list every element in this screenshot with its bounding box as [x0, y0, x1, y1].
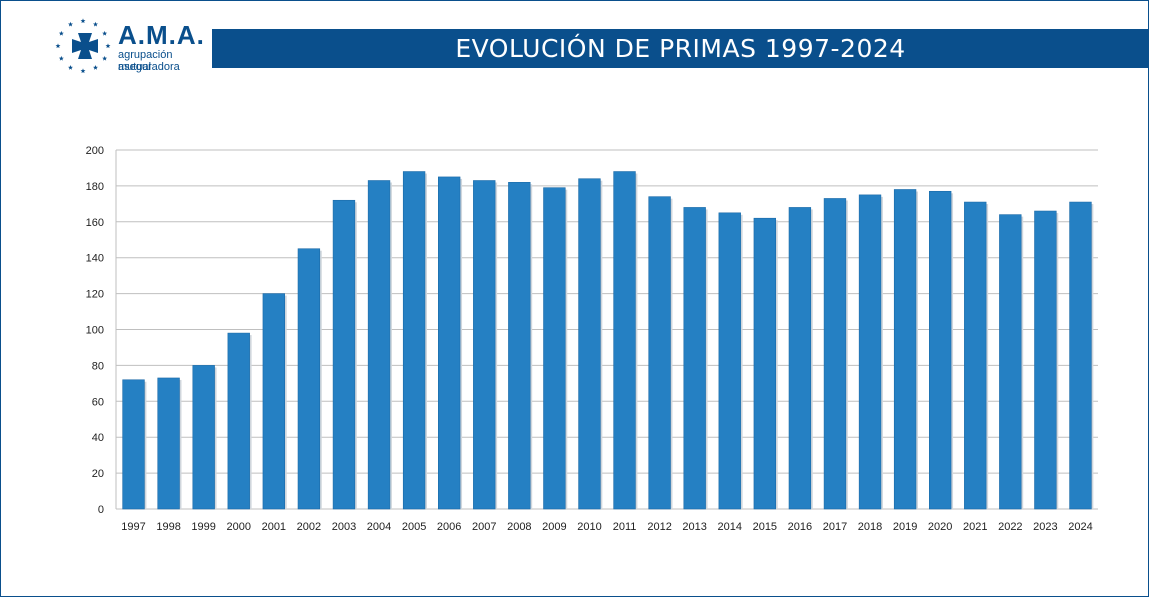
star-icon: [58, 55, 64, 61]
bar-2012: [648, 196, 671, 510]
bar-1998: [157, 377, 180, 510]
bar-2018: [858, 194, 882, 510]
x-tick-label: 1997: [121, 521, 145, 533]
bar-2023: [1034, 210, 1057, 510]
bar-2004: [367, 180, 391, 510]
bar-2024: [1069, 201, 1092, 510]
x-tick-label: 2011: [613, 521, 637, 533]
x-tick-label: 2019: [893, 521, 917, 533]
star-icon: [93, 21, 98, 27]
x-tick-label: 2020: [928, 521, 952, 533]
bar-2009: [543, 187, 566, 510]
logo-name: A.M.A.: [118, 20, 205, 50]
x-tick-label: 2004: [367, 521, 391, 533]
x-tick-label: 2002: [297, 521, 321, 533]
y-tick-label: 80: [92, 360, 104, 372]
y-tick-label: 180: [86, 181, 104, 193]
x-tick-label: 2013: [682, 521, 706, 533]
bar-2002: [297, 248, 321, 510]
bar-2022: [999, 214, 1022, 510]
star-icon: [105, 43, 111, 49]
x-tick-label: 1999: [191, 521, 215, 533]
logo-subtitle-1: agrupación mutual: [118, 49, 173, 73]
star-icon: [102, 55, 108, 61]
bar-2021: [964, 201, 987, 510]
star-icon: [93, 65, 98, 70]
x-tick-label: 2023: [1033, 521, 1057, 533]
logo-subtitle-2: aseguradora: [118, 61, 180, 73]
x-tick-label: 2015: [753, 521, 777, 533]
x-tick-label: 2017: [823, 521, 847, 533]
x-tick-label: 2007: [472, 521, 496, 533]
x-tick-label: 2022: [998, 521, 1022, 533]
bar-2001: [262, 293, 285, 510]
x-tick-label: 2003: [332, 521, 356, 533]
x-tick-label: 2005: [402, 521, 426, 533]
y-tick-label: 160: [86, 217, 104, 229]
star-icon: [55, 43, 61, 49]
bar-2016: [788, 207, 812, 510]
bar-2006: [438, 176, 461, 510]
x-tick-label: 2009: [542, 521, 566, 533]
bar-2000: [227, 332, 250, 510]
x-tick-label: 1998: [156, 521, 180, 533]
y-tick-label: 20: [92, 468, 104, 480]
star-icon: [80, 18, 86, 24]
star-icon: [68, 65, 73, 70]
star-icon: [68, 21, 73, 27]
y-tick-label: 0: [98, 504, 104, 516]
bar-2020: [929, 190, 952, 510]
bar-2014: [718, 212, 741, 510]
y-tick-label: 40: [92, 432, 104, 444]
cross-icon: [72, 33, 98, 59]
y-tick-label: 140: [86, 253, 104, 265]
x-tick-label: 2006: [437, 521, 461, 533]
bar-2013: [683, 207, 706, 510]
bar-1999: [192, 365, 215, 510]
x-tick-label: 2001: [262, 521, 286, 533]
bar-2008: [508, 182, 531, 510]
bar-2003: [332, 199, 356, 510]
x-tick-label: 2018: [858, 521, 882, 533]
x-tick-label: 2000: [227, 521, 251, 533]
bar-2010: [578, 178, 601, 510]
x-tick-label: 2008: [507, 521, 531, 533]
star-icon: [58, 30, 64, 36]
ama-logo: A.M.A. agrupación mutual aseguradora: [55, 18, 205, 76]
x-tick-label: 2012: [647, 521, 671, 533]
x-tick-label: 2016: [788, 521, 812, 533]
x-tick-label: 2010: [577, 521, 601, 533]
bar-1997: [122, 379, 145, 510]
y-tick-label: 60: [92, 396, 104, 408]
y-tick-label: 100: [86, 325, 104, 337]
bar-2005: [402, 171, 426, 510]
star-icon: [80, 68, 86, 74]
x-tick-label: 2024: [1068, 521, 1092, 533]
bar-2011: [613, 171, 636, 510]
bar-2007: [473, 180, 496, 510]
star-icon: [102, 30, 108, 36]
y-tick-label: 200: [86, 145, 104, 157]
x-tick-label: 2021: [963, 521, 987, 533]
bar-2015: [753, 217, 776, 510]
page-title: EVOLUCIÓN DE PRIMAS 1997-2024: [212, 29, 1148, 68]
bar-2017: [823, 198, 847, 510]
y-tick-label: 120: [86, 289, 104, 301]
cross-stars-icon: [55, 18, 111, 74]
x-tick-label: 2014: [718, 521, 742, 533]
bar-2019: [893, 189, 917, 510]
